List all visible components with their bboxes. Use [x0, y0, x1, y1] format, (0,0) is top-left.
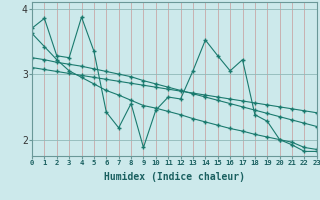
X-axis label: Humidex (Indice chaleur): Humidex (Indice chaleur) — [104, 172, 245, 182]
